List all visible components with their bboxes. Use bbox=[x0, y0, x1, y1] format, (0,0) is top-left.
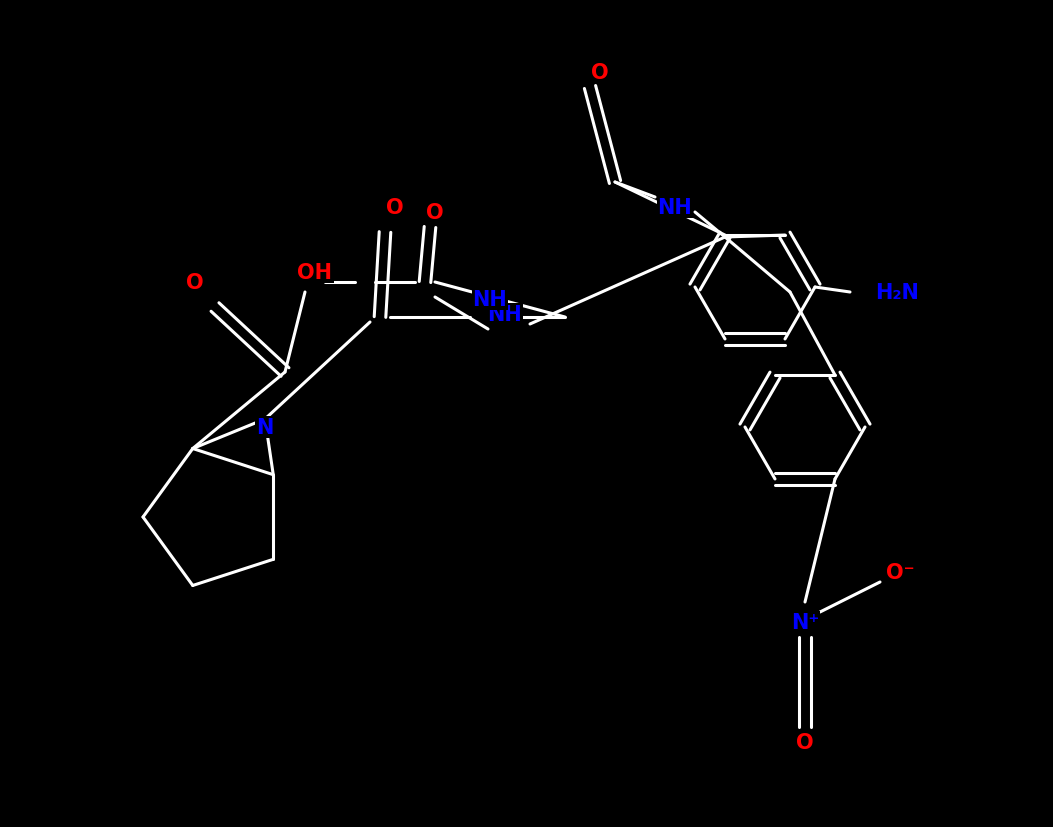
Text: N⁺: N⁺ bbox=[791, 612, 819, 632]
Text: O: O bbox=[426, 203, 443, 222]
Text: O: O bbox=[186, 273, 204, 293]
Text: NH: NH bbox=[473, 289, 508, 309]
Text: N: N bbox=[256, 418, 274, 437]
Text: O: O bbox=[591, 63, 609, 83]
Text: OH: OH bbox=[298, 263, 333, 283]
Text: NH: NH bbox=[488, 304, 522, 325]
Text: O⁻: O⁻ bbox=[886, 562, 914, 582]
Text: O: O bbox=[796, 732, 814, 752]
Text: O: O bbox=[386, 198, 403, 218]
Text: H₂N: H₂N bbox=[875, 283, 919, 303]
Text: NH: NH bbox=[658, 198, 693, 218]
